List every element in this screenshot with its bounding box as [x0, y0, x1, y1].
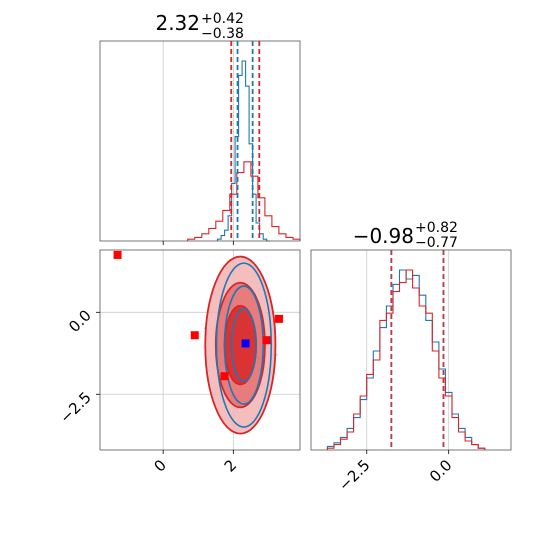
x-ticks [162, 241, 234, 245]
sample-point [276, 354, 278, 356]
panel-title-lower: −0.38 [201, 26, 244, 42]
square-marker [190, 331, 199, 340]
panel-title-upper: +0.82 [415, 220, 458, 236]
panel-background [100, 41, 300, 241]
y-tick-label: 0.0 [65, 306, 95, 336]
square-marker [113, 250, 122, 259]
panel-title-lower: −0.77 [415, 235, 458, 251]
quantile-lines [390, 250, 445, 450]
histogram-series [326, 269, 486, 450]
square-marker [220, 372, 229, 381]
contour-level [215, 262, 273, 428]
contour-level [230, 308, 257, 382]
x-tick-label: 2 [221, 456, 240, 475]
panel-title-value: 2.32 [155, 11, 200, 35]
square-marker [241, 339, 250, 348]
x-tick-label: −2.5 [335, 456, 373, 494]
panel-title-value: −0.98 [353, 224, 414, 248]
quantile-lines [230, 41, 261, 241]
y-tick-label: −2.5 [56, 388, 94, 426]
histogram-step-line [187, 161, 301, 241]
grid [162, 41, 234, 241]
square-marker [274, 314, 283, 323]
square-marker [262, 336, 271, 345]
panel-title-upper: +0.42 [201, 11, 244, 27]
contour-series [204, 255, 277, 435]
panel-frame [99, 40, 301, 242]
x-ticks: −2.5 0.0 [335, 450, 456, 495]
panel-background [311, 250, 511, 450]
y-ticks: 0.0 −2.5 [56, 306, 100, 427]
point-markers [113, 250, 283, 381]
histogram-step-line [326, 269, 486, 450]
marginal-histogram-param2: −2.5 0.0 −0.98 +0.82 −0.77 [310, 220, 512, 495]
panel-frame [310, 249, 512, 451]
grid [366, 250, 450, 450]
marginal-histogram-param1: 2.32 +0.42 −0.38 [99, 11, 301, 245]
x-tick-label: 0 [151, 456, 170, 475]
panel-frame [99, 249, 301, 451]
contour-level [223, 285, 264, 405]
x-tick-label: 0.0 [426, 456, 456, 486]
